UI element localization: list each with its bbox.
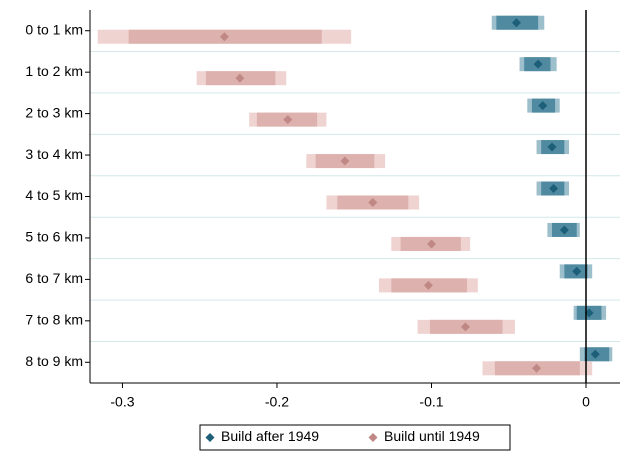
x-tick-label: 0: [582, 394, 590, 410]
point: [533, 59, 543, 69]
point: [559, 225, 569, 235]
point: [460, 322, 470, 332]
x-tick-label: -0.3: [110, 394, 134, 410]
legend-marker: [205, 433, 215, 442]
y-tick-label: 8 to 9 km: [25, 353, 83, 369]
y-tick-label: 5 to 6 km: [25, 229, 83, 245]
point: [590, 349, 600, 359]
point: [426, 239, 436, 249]
y-tick-label: 4 to 5 km: [25, 187, 83, 203]
point: [283, 115, 293, 125]
point: [511, 18, 521, 28]
legend-label: Build after 1949: [221, 428, 319, 444]
point: [235, 73, 245, 83]
y-tick-label: 7 to 8 km: [25, 312, 83, 328]
legend-label: Build until 1949: [384, 428, 480, 444]
point: [340, 156, 350, 166]
y-tick-label: 6 to 7 km: [25, 270, 83, 286]
x-tick-label: -0.1: [419, 394, 443, 410]
point: [423, 280, 433, 290]
point: [549, 184, 559, 193]
point: [547, 142, 557, 152]
point: [538, 101, 548, 111]
point: [572, 266, 582, 276]
x-tick-label: -0.2: [265, 394, 289, 410]
y-tick-label: 0 to 1 km: [25, 21, 83, 37]
y-tick-label: 2 to 3 km: [25, 104, 83, 120]
y-tick-label: 1 to 2 km: [25, 63, 83, 79]
legend-box: [199, 424, 511, 451]
point: [368, 198, 378, 207]
y-tick-label: 3 to 4 km: [25, 146, 83, 162]
point: [532, 363, 542, 373]
point: [219, 32, 229, 42]
point: [584, 308, 594, 318]
legend-marker: [368, 433, 378, 442]
